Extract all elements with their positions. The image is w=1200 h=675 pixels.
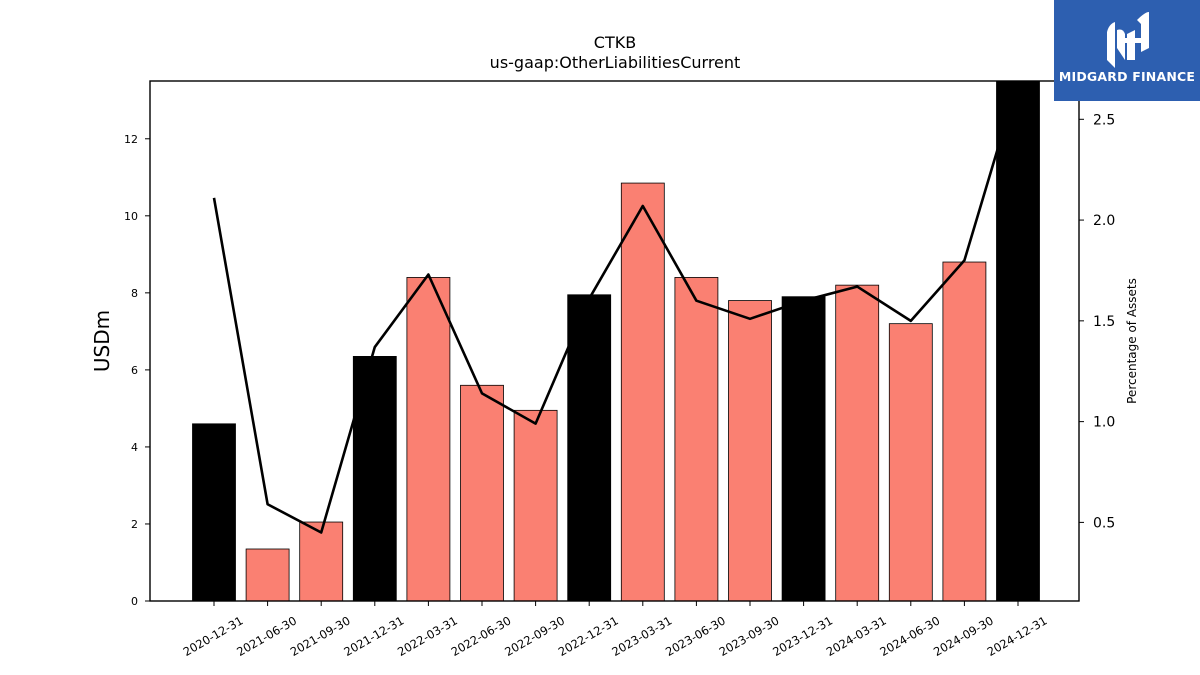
bar-2022-06-30: [460, 384, 504, 602]
bar-2023-06-30: [674, 277, 719, 602]
bar-2021-06-30: [245, 548, 290, 602]
bar-2021-12-31: [352, 356, 397, 602]
x-tick-label: 2022-09-30: [502, 613, 567, 659]
bar-2022-09-30: [513, 409, 558, 602]
percentage-line: [212, 80, 1020, 534]
y-tick-label: 4: [131, 441, 138, 454]
x-tick-label: 2023-09-30: [717, 613, 782, 659]
x-tick-label: 2023-06-30: [663, 613, 728, 659]
y-right-tick-label: 2.5: [1093, 112, 1115, 128]
y-tick-label: 6: [131, 364, 138, 377]
y-axis-label: USDm: [90, 310, 114, 372]
bar-2023-03-31: [620, 182, 665, 602]
x-tick-label: 2020-12-31: [181, 613, 246, 659]
x-tick-label: 2024-09-30: [931, 613, 996, 659]
y-axis-left: 0 2 4 6 8 10 12: [124, 133, 150, 608]
x-tick-label: 2023-12-31: [770, 613, 835, 659]
y-tick-label: 8: [131, 287, 138, 300]
y-right-tick-label: 1.0: [1093, 415, 1115, 431]
x-tick-label: 2024-03-31: [824, 613, 889, 659]
bar-2023-12-31: [781, 296, 826, 602]
bar-2021-09-30: [299, 521, 344, 602]
y-right-tick-label: 2.0: [1093, 213, 1115, 229]
bar-2023-09-30: [728, 300, 772, 602]
x-tick-label: 2022-06-30: [449, 613, 514, 659]
y-axis-right-label: Percentage of Assets: [1125, 278, 1139, 404]
x-tick-label: 2024-06-30: [877, 613, 942, 659]
bar-2022-12-31: [567, 294, 612, 602]
x-tick-label: 2021-12-31: [341, 613, 406, 659]
x-tick-label: 2022-12-31: [556, 613, 621, 659]
y-right-tick-label: 1.5: [1093, 314, 1115, 330]
bars: [192, 80, 1040, 602]
brand-logo: MIDGARD FINANCE: [1054, 0, 1200, 101]
x-tick-label: 2023-03-31: [609, 613, 674, 659]
chart-subtitle: us-gaap:OtherLiabilitiesCurrent: [490, 53, 741, 72]
y-tick-label: 10: [124, 210, 138, 223]
x-tick-label: 2021-09-30: [288, 613, 353, 659]
x-axis: 2020-12-312021-06-302021-09-302021-12-31…: [181, 601, 1050, 659]
y-right-tick-label: 0.5: [1093, 515, 1115, 531]
logo-mark-icon: [1107, 12, 1149, 68]
bar-2024-03-31: [835, 284, 880, 602]
bar-2024-09-30: [942, 261, 987, 602]
x-tick-label: 2021-06-30: [234, 613, 299, 659]
logo-text: MIDGARD FINANCE: [1058, 69, 1196, 84]
y-axis-right: 0.5 1.0 1.5 2.0 2.5: [1079, 112, 1115, 531]
bar-2020-12-31: [192, 423, 236, 602]
x-tick-label: 2024-12-31: [985, 613, 1050, 659]
y-tick-label: 0: [131, 595, 138, 608]
chart-title: CTKB: [594, 33, 636, 52]
x-tick-label: 2022-03-31: [395, 613, 460, 659]
y-tick-label: 12: [124, 133, 138, 146]
y-tick-label: 2: [131, 518, 138, 531]
bar-2024-06-30: [888, 323, 933, 602]
bar-2024-12-31: [996, 80, 1040, 602]
bar-2022-03-31: [406, 277, 451, 602]
plot-frame: [149, 80, 1080, 602]
